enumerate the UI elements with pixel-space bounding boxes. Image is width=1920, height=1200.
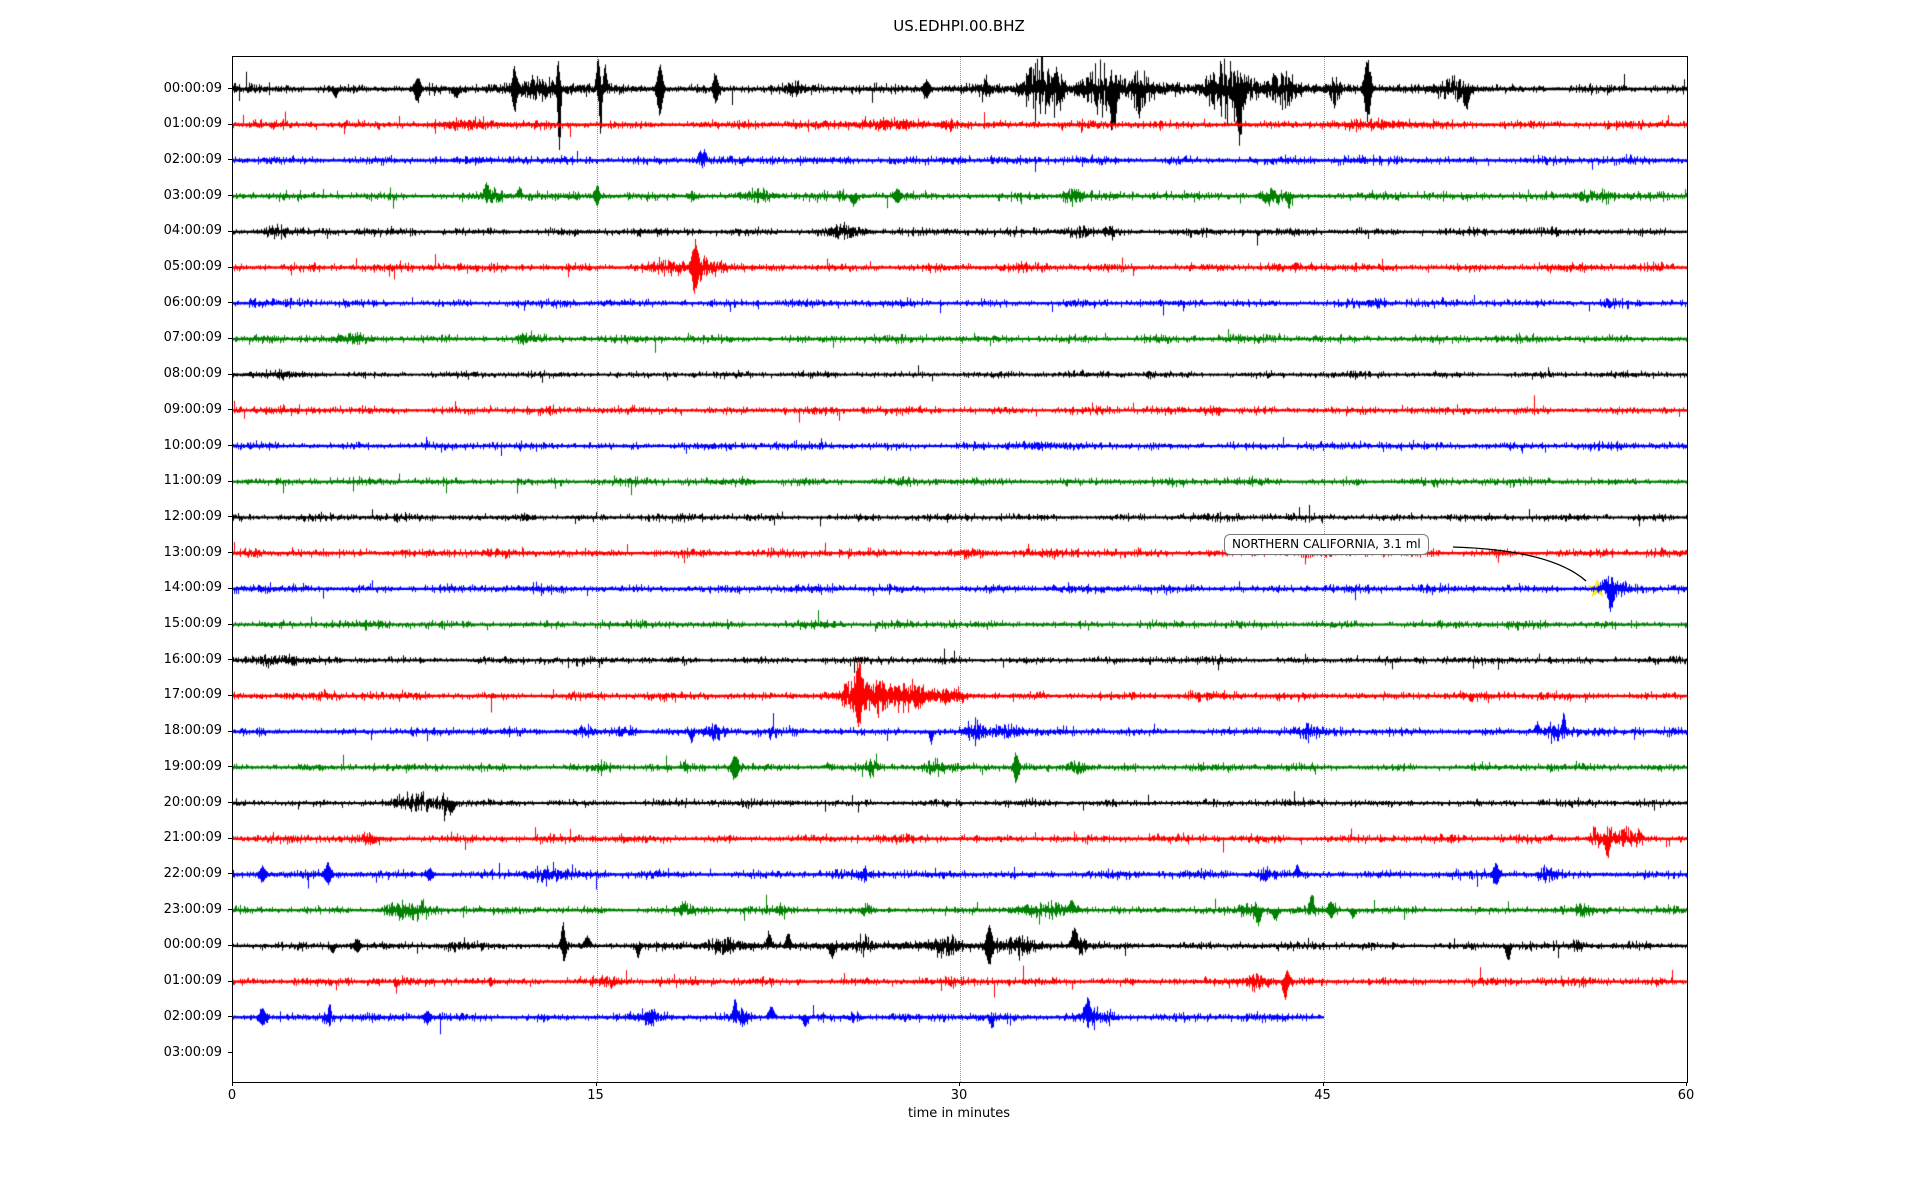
annotation-box: NORTHERN CALIFORNIA, 3.1 ml: [1224, 534, 1429, 555]
x-tick-mark: [959, 1082, 960, 1086]
y-tick-mark: [228, 302, 232, 304]
y-tick-label: 03:00:09: [163, 187, 222, 203]
y-tick-mark: [228, 623, 232, 625]
y-tick-mark: [228, 445, 232, 447]
y-tick-mark: [228, 873, 232, 875]
y-tick-label: 20:00:09: [163, 794, 222, 810]
y-tick-mark: [228, 373, 232, 375]
y-tick-mark: [228, 516, 232, 518]
y-tick-label: 04:00:09: [163, 223, 222, 239]
y-tick-mark: [228, 480, 232, 482]
y-tick-mark: [228, 766, 232, 768]
y-tick-mark: [228, 944, 232, 946]
y-tick-label: 23:00:09: [163, 901, 222, 917]
y-tick-label: 10:00:09: [163, 437, 222, 453]
x-tick-label: 15: [587, 1088, 604, 1103]
y-tick-label: 01:00:09: [163, 973, 222, 989]
annotation-text: NORTHERN CALIFORNIA, 3.1 ml: [1232, 537, 1421, 551]
seismogram-traces: [233, 57, 1687, 1082]
y-tick-mark: [228, 980, 232, 982]
y-tick-label: 14:00:09: [163, 580, 222, 596]
y-tick-mark: [228, 88, 232, 89]
y-tick-mark: [228, 337, 232, 339]
x-tick-mark: [232, 1082, 233, 1086]
y-tick-label: 12:00:09: [163, 508, 222, 524]
y-tick-mark: [228, 1016, 232, 1018]
y-tick-label: 00:00:09: [163, 937, 222, 953]
y-tick-label: 15:00:09: [163, 616, 222, 632]
y-tick-label: 11:00:09: [163, 473, 222, 489]
y-tick-mark: [228, 802, 232, 804]
y-tick-label: 16:00:09: [163, 651, 222, 667]
y-tick-label: 02:00:09: [163, 1008, 222, 1024]
y-tick-mark: [228, 730, 232, 732]
x-tick-label: 60: [1677, 1088, 1695, 1103]
x-tick-label: 45: [1314, 1088, 1331, 1103]
y-tick-mark: [228, 552, 232, 554]
x-tick-mark: [1322, 1082, 1324, 1086]
y-tick-label: 17:00:09: [163, 687, 222, 703]
x-tick-label: 30: [950, 1088, 968, 1103]
x-tick-label: 0: [227, 1088, 237, 1103]
y-tick-mark: [228, 1052, 232, 1053]
y-tick-label: 22:00:09: [163, 865, 222, 881]
y-tick-label: 02:00:09: [163, 151, 222, 167]
plot-title: US.EDHPI.00.BHZ: [893, 17, 1025, 35]
y-tick-mark: [228, 266, 232, 268]
y-tick-label: 07:00:09: [163, 330, 222, 346]
y-tick-mark: [228, 837, 232, 839]
plot-area: NORTHERN CALIFORNIA, 3.1 ml: [232, 56, 1688, 1083]
y-tick-label: 13:00:09: [163, 544, 222, 560]
y-tick-label: 00:00:09: [163, 80, 222, 96]
x-axis-label: time in minutes: [907, 1106, 1011, 1121]
y-tick-mark: [228, 909, 232, 911]
y-tick-mark: [228, 694, 232, 696]
y-tick-mark: [228, 195, 232, 197]
y-tick-label: 05:00:09: [163, 259, 222, 275]
y-tick-label: 08:00:09: [163, 366, 222, 382]
y-tick-mark: [228, 659, 232, 661]
y-tick-label: 18:00:09: [163, 723, 222, 739]
y-tick-label: 09:00:09: [163, 401, 222, 417]
y-tick-label: 03:00:09: [163, 1044, 222, 1060]
y-tick-label: 01:00:09: [163, 116, 222, 132]
x-tick-mark: [1686, 1082, 1687, 1086]
y-tick-mark: [228, 409, 232, 411]
y-tick-label: 19:00:09: [163, 758, 222, 774]
x-tick-mark: [595, 1082, 597, 1086]
y-tick-mark: [228, 159, 232, 161]
y-tick-mark: [228, 587, 232, 589]
y-tick-label: 06:00:09: [163, 294, 222, 310]
y-tick-label: 21:00:09: [163, 830, 222, 846]
y-tick-mark: [228, 230, 232, 232]
y-tick-mark: [228, 123, 232, 125]
